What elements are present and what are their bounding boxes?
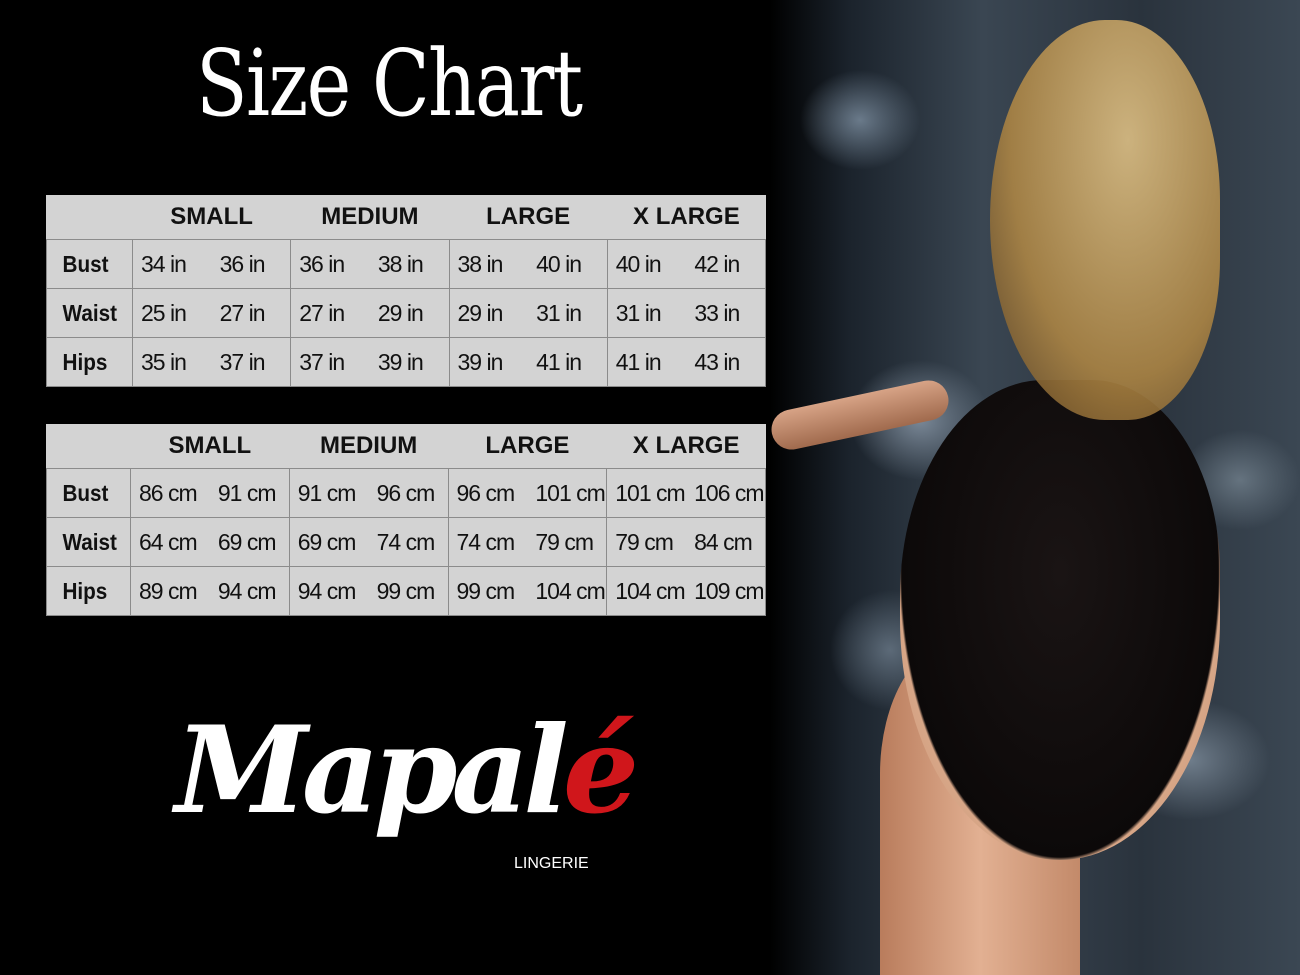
measurement-value: 99 cm bbox=[368, 566, 449, 616]
measurement-label: Bust bbox=[50, 239, 129, 289]
measurement-value: 41 in bbox=[528, 337, 608, 387]
measurement-value: 84 cm bbox=[686, 517, 767, 567]
measurement-label: Waist bbox=[50, 517, 127, 567]
measurement-value: 41 in bbox=[606, 337, 687, 387]
brand-tagline: LINGERIE bbox=[514, 855, 589, 872]
measurement-value: 29 in bbox=[448, 288, 529, 338]
table-row: Hips 35 in 37 in 37 in 39 in 39 in 41 in 41 in 4… bbox=[47, 337, 767, 387]
measurement-value: 25 in bbox=[131, 288, 212, 338]
size-table-inches: SMALL MEDIUM LARGE X LARGE Bust 34 in 36 in 36 … bbox=[46, 195, 767, 387]
measurement-value: 34 in bbox=[131, 239, 212, 289]
size-header: X LARGE bbox=[607, 195, 766, 240]
measurement-value: 31 in bbox=[528, 288, 608, 338]
measurement-value: 69 cm bbox=[209, 517, 290, 567]
measurement-value: 40 in bbox=[606, 239, 687, 289]
measurement-value: 39 in bbox=[369, 337, 450, 387]
measurement-value: 39 in bbox=[448, 337, 529, 387]
measurement-value: 27 in bbox=[290, 288, 370, 338]
measurement-value: 31 in bbox=[606, 288, 687, 338]
measurement-value: 101 cm bbox=[606, 468, 687, 518]
measurement-value: 94 cm bbox=[288, 566, 369, 616]
measurement-value: 94 cm bbox=[209, 566, 290, 616]
measurement-label: Hips bbox=[50, 566, 127, 616]
table-row: Bust 86 cm 91 cm 91 cm 96 cm 96 cm 101 cm 101 c… bbox=[47, 468, 767, 518]
measurement-label: Bust bbox=[50, 468, 127, 518]
size-header: MEDIUM bbox=[290, 195, 449, 240]
size-header: X LARGE bbox=[606, 424, 766, 469]
brand-logo: Mapalé bbox=[175, 700, 639, 841]
measurement-value: 101 cm bbox=[527, 468, 608, 518]
size-header: SMALL bbox=[132, 195, 291, 240]
measurement-value: 106 cm bbox=[686, 468, 767, 518]
measurement-value: 43 in bbox=[686, 337, 767, 387]
measurement-value: 74 cm bbox=[447, 517, 528, 567]
measurement-value: 36 in bbox=[211, 239, 292, 289]
size-header: MEDIUM bbox=[289, 424, 448, 469]
measurement-value: 38 in bbox=[448, 239, 529, 289]
model-photo-bodysuit bbox=[900, 380, 1220, 860]
model-photo-hair bbox=[990, 20, 1220, 420]
size-header: SMALL bbox=[130, 424, 290, 469]
table-row: Waist 25 in 27 in 27 in 29 in 29 in 31 in 31 in… bbox=[47, 288, 767, 338]
table-row: Waist 64 cm 69 cm 69 cm 74 cm 74 cm 79 cm 79 cm… bbox=[47, 517, 767, 567]
measurement-value: 69 cm bbox=[288, 517, 369, 567]
measurement-value: 40 in bbox=[528, 239, 608, 289]
header-row: SMALL MEDIUM LARGE X LARGE bbox=[46, 195, 766, 240]
measurement-value: 36 in bbox=[290, 239, 370, 289]
measurement-value: 91 cm bbox=[209, 468, 290, 518]
measurement-value: 86 cm bbox=[129, 468, 210, 518]
measurement-value: 91 cm bbox=[288, 468, 369, 518]
header-row: SMALL MEDIUM LARGE X LARGE bbox=[46, 424, 766, 469]
page-title: Size Chart bbox=[196, 30, 583, 137]
measurement-value: 89 cm bbox=[129, 566, 210, 616]
table-row: Bust 34 in 36 in 36 in 38 in 38 in 40 in 40 in 4… bbox=[47, 239, 767, 289]
size-header: LARGE bbox=[449, 195, 608, 240]
measurement-value: 74 cm bbox=[368, 517, 449, 567]
measurement-value: 37 in bbox=[211, 337, 292, 387]
measurement-value: 79 cm bbox=[606, 517, 687, 567]
measurement-value: 27 in bbox=[211, 288, 292, 338]
measurement-value: 96 cm bbox=[368, 468, 449, 518]
measurement-value: 37 in bbox=[290, 337, 370, 387]
measurement-value: 33 in bbox=[686, 288, 767, 338]
measurement-value: 29 in bbox=[369, 288, 450, 338]
measurement-value: 99 cm bbox=[447, 566, 528, 616]
size-header: LARGE bbox=[448, 424, 607, 469]
measurement-value: 64 cm bbox=[129, 517, 210, 567]
size-table-cm: SMALL MEDIUM LARGE X LARGE Bust 86 cm 91 cm 91 … bbox=[46, 424, 767, 616]
measurement-value: 38 in bbox=[369, 239, 450, 289]
measurement-value: 104 cm bbox=[527, 566, 608, 616]
measurement-value: 79 cm bbox=[527, 517, 608, 567]
measurement-value: 104 cm bbox=[606, 566, 687, 616]
measurement-value: 35 in bbox=[131, 337, 212, 387]
measurement-value: 109 cm bbox=[686, 566, 767, 616]
corner-cell bbox=[46, 195, 133, 240]
measurement-value: 96 cm bbox=[447, 468, 528, 518]
corner-cell bbox=[46, 424, 131, 469]
table-row: Hips 89 cm 94 cm 94 cm 99 cm 99 cm 104 cm 104 c… bbox=[47, 566, 767, 616]
measurement-label: Hips bbox=[50, 337, 129, 387]
measurement-label: Waist bbox=[50, 288, 129, 338]
measurement-value: 42 in bbox=[686, 239, 767, 289]
